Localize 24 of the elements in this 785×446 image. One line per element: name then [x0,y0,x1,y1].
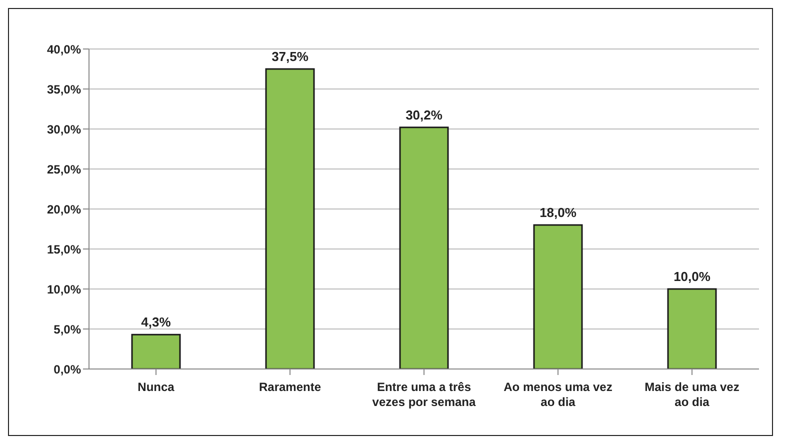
y-tick-label: 30,0% [46,122,82,136]
bar [399,126,449,369]
y-tick-label: 15,0% [46,242,82,256]
x-tick-label: Ao menos uma vez ao dia [504,380,612,409]
x-tick-label: Raramente [258,380,322,394]
data-label: 4,3% [141,314,172,330]
y-tick-label: 40,0% [46,42,82,56]
data-label: 30,2% [406,107,443,122]
y-tick-label: 5,0% [54,322,82,336]
bar [533,224,583,369]
data-label: 37,5% [272,49,309,64]
x-tick-label: Nunca [138,380,175,394]
bar [265,68,315,369]
bar [131,334,181,369]
bar [667,288,717,369]
y-tick-label: 20,0% [46,202,82,216]
x-tick-label: Entre uma a três vezes por semana [372,380,476,409]
y-tick-label: 0,0% [54,362,82,376]
x-tick-label: Mais de uma vez ao dia [644,380,740,409]
data-label: 10,0% [674,269,711,284]
y-tick-label: 35,0% [46,82,82,96]
y-tick-label: 10,0% [46,282,82,296]
y-tick-label: 25,0% [46,162,82,176]
data-label: 18,0% [540,205,577,220]
